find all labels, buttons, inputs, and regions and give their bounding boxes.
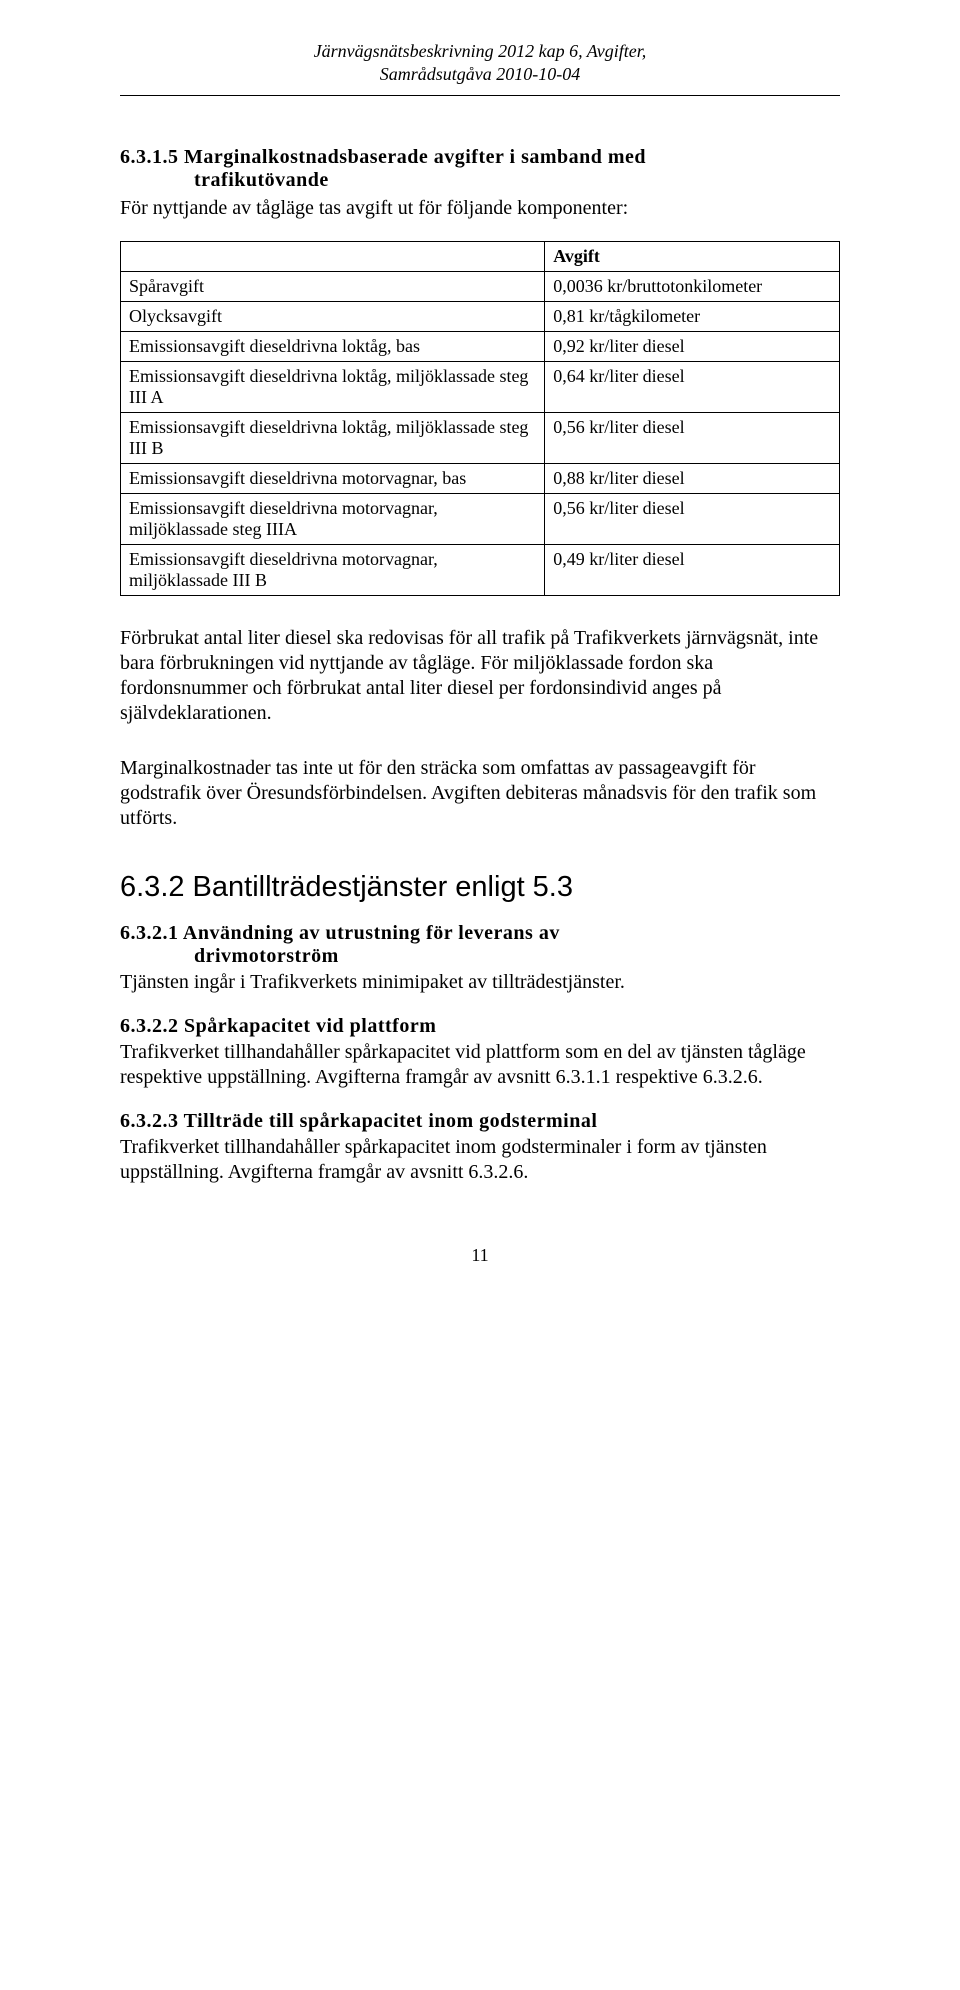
section-6315-intro: För nyttjande av tågläge tas avgift ut f… bbox=[120, 196, 840, 221]
section-6315-title-line2: trafikutövande bbox=[120, 169, 840, 192]
table-row: Emissionsavgift dieseldrivna motorvagnar… bbox=[121, 463, 840, 493]
section-6-3-2-2: 6.3.2.2 Spårkapacitet vid plattform Traf… bbox=[120, 1015, 840, 1090]
section-6323-title: Tillträde till spårkapacitet inom godste… bbox=[184, 1110, 598, 1132]
header-line-1: Järnvägsnätsbeskrivning 2012 kap 6, Avgi… bbox=[314, 41, 647, 61]
fee-label: Olycksavgift bbox=[121, 301, 545, 331]
section-6321-heading: 6.3.2.1 Användning av utrustning för lev… bbox=[120, 922, 840, 968]
table-header-row: Avgift bbox=[121, 241, 840, 271]
section-6322-title: Spårkapacitet vid plattform bbox=[184, 1015, 436, 1037]
fee-value: 0,92 kr/liter diesel bbox=[545, 331, 840, 361]
section-6323-number: 6.3.2.3 bbox=[120, 1110, 179, 1132]
fee-value: 0,49 kr/liter diesel bbox=[545, 544, 840, 595]
fee-label: Emissionsavgift dieseldrivna motorvagnar… bbox=[121, 544, 545, 595]
section-6315-heading: 6.3.1.5 Marginalkostnadsbaserade avgifte… bbox=[120, 146, 840, 192]
section-632-heading: 6.3.2 Bantillträdestjänster enligt 5.3 bbox=[120, 871, 840, 904]
fee-value: 0,81 kr/tågkilometer bbox=[545, 301, 840, 331]
table-row: Emissionsavgift dieseldrivna loktåg, mil… bbox=[121, 412, 840, 463]
fee-label: Emissionsavgift dieseldrivna loktåg, mil… bbox=[121, 412, 545, 463]
table-row: Olycksavgift 0,81 kr/tågkilometer bbox=[121, 301, 840, 331]
section-6323-body: Trafikverket tillhandahåller spårkapacit… bbox=[120, 1135, 840, 1185]
table-row: Emissionsavgift dieseldrivna loktåg, bas… bbox=[121, 331, 840, 361]
fee-label: Emissionsavgift dieseldrivna loktåg, bas bbox=[121, 331, 545, 361]
section-6321-title-line1: Användning av utrustning för leverans av bbox=[183, 922, 560, 944]
section-6-3-1-5: 6.3.1.5 Marginalkostnadsbaserade avgifte… bbox=[120, 146, 840, 831]
section-6322-number: 6.3.2.2 bbox=[120, 1015, 179, 1037]
para-diesel-reporting: Förbrukat antal liter diesel ska redovis… bbox=[120, 626, 840, 726]
section-6322-body: Trafikverket tillhandahåller spårkapacit… bbox=[120, 1040, 840, 1090]
header-rule bbox=[120, 95, 840, 96]
fee-value: 0,56 kr/liter diesel bbox=[545, 412, 840, 463]
fee-value: 0,56 kr/liter diesel bbox=[545, 493, 840, 544]
fee-value: 0,64 kr/liter diesel bbox=[545, 361, 840, 412]
page-number: 11 bbox=[120, 1245, 840, 1266]
fee-value: 0,88 kr/liter diesel bbox=[545, 463, 840, 493]
table-row: Emissionsavgift dieseldrivna loktåg, mil… bbox=[121, 361, 840, 412]
fee-label: Spåravgift bbox=[121, 271, 545, 301]
table-header-avgift: Avgift bbox=[545, 241, 840, 271]
table-row: Emissionsavgift dieseldrivna motorvagnar… bbox=[121, 544, 840, 595]
table-row: Emissionsavgift dieseldrivna motorvagnar… bbox=[121, 493, 840, 544]
section-6-3-2-3: 6.3.2.3 Tillträde till spårkapacitet ino… bbox=[120, 1110, 840, 1185]
table-header-empty bbox=[121, 241, 545, 271]
section-6323-heading: 6.3.2.3 Tillträde till spårkapacitet ino… bbox=[120, 1110, 840, 1133]
document-page: Järnvägsnätsbeskrivning 2012 kap 6, Avgi… bbox=[0, 0, 960, 1306]
page-header: Järnvägsnätsbeskrivning 2012 kap 6, Avgi… bbox=[120, 40, 840, 87]
section-6321-title-line2: drivmotorström bbox=[120, 945, 840, 968]
section-6315-title-line1: Marginalkostnadsbaserade avgifter i samb… bbox=[184, 146, 646, 168]
section-6315-number: 6.3.1.5 bbox=[120, 146, 179, 168]
fee-label: Emissionsavgift dieseldrivna motorvagnar… bbox=[121, 493, 545, 544]
section-6-3-2-1: 6.3.2.1 Användning av utrustning för lev… bbox=[120, 922, 840, 995]
table-row: Spåravgift 0,0036 kr/bruttotonkilometer bbox=[121, 271, 840, 301]
fees-table: Avgift Spåravgift 0,0036 kr/bruttotonkil… bbox=[120, 241, 840, 596]
fee-label: Emissionsavgift dieseldrivna loktåg, mil… bbox=[121, 361, 545, 412]
fee-label: Emissionsavgift dieseldrivna motorvagnar… bbox=[121, 463, 545, 493]
header-line-2: Samrådsutgåva 2010-10-04 bbox=[380, 64, 581, 84]
fee-value: 0,0036 kr/bruttotonkilometer bbox=[545, 271, 840, 301]
para-marginal-cost: Marginalkostnader tas inte ut för den st… bbox=[120, 756, 840, 831]
section-6321-number: 6.3.2.1 bbox=[120, 922, 179, 944]
section-6322-heading: 6.3.2.2 Spårkapacitet vid plattform bbox=[120, 1015, 840, 1038]
section-6321-body: Tjänsten ingår i Trafikverkets minimipak… bbox=[120, 970, 840, 995]
